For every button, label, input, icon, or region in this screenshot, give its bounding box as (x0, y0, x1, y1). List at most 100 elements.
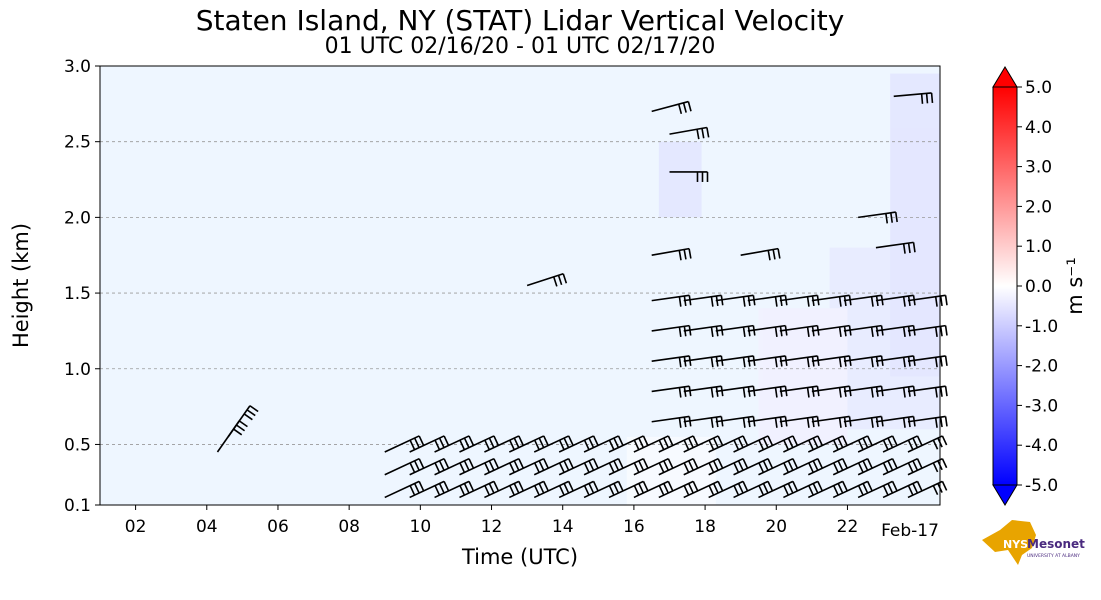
barb-shaft (858, 211, 896, 219)
barb-feather (708, 462, 715, 473)
barb-shaft (384, 435, 420, 453)
barb-shaft (747, 355, 786, 362)
barb-feather (246, 409, 256, 417)
barb-feather (934, 417, 938, 428)
barb-feather (633, 485, 640, 495)
colorbar-tick-label: 3.0 (1025, 158, 1052, 178)
wind-barb (533, 480, 574, 499)
barb-feather (774, 387, 778, 398)
barb-feather (737, 483, 744, 493)
wind-barb (508, 435, 549, 453)
wind-barb (783, 435, 823, 453)
barb-feather (443, 458, 450, 469)
barb-shaft (533, 457, 570, 476)
barb-shaft (811, 355, 850, 362)
barb-feather (710, 387, 714, 398)
wind-barb (733, 435, 773, 453)
wind-barb (484, 480, 524, 499)
wind-barb (811, 355, 852, 368)
wind-barb (733, 480, 773, 499)
barb-shaft (651, 385, 690, 393)
barb-feather (712, 460, 719, 471)
barb-shaft (811, 385, 850, 393)
barb-shaft (583, 480, 619, 499)
barb-feather (939, 386, 943, 397)
barb-feather (762, 437, 769, 448)
wind-barb (758, 480, 798, 499)
barb-feather (513, 460, 520, 471)
colorbar-extend-max (992, 66, 1018, 88)
wind-barb (384, 435, 425, 453)
barb-shaft (683, 480, 719, 499)
barb-shaft (409, 435, 445, 453)
wind-barb (758, 457, 798, 476)
barb-feather (409, 485, 416, 495)
barb-shaft (882, 435, 918, 453)
barb-feather (692, 458, 699, 469)
barb-feather (777, 248, 781, 259)
wind-barb (907, 324, 948, 338)
wind-barb (857, 435, 898, 453)
barb-shaft (409, 480, 445, 499)
colorbar-tick-label: -5.0 (1025, 476, 1058, 496)
barb-feather (459, 462, 465, 473)
barb-shaft (715, 385, 754, 393)
x-date-label: Feb-17 (881, 521, 939, 541)
barb-feather (558, 462, 565, 473)
y-tick-label: 0.5 (64, 435, 91, 455)
barb-feather (493, 435, 499, 446)
barb-shaft (608, 457, 644, 476)
barb-feather (932, 462, 939, 473)
wind-barb (733, 457, 773, 476)
barb-feather (708, 485, 715, 495)
wind-barb (658, 480, 699, 499)
y-tick-label: 0.1 (64, 496, 91, 516)
barb-shaft (484, 480, 520, 499)
barb-feather (567, 435, 574, 446)
barb-feather (706, 127, 710, 138)
barb-feather (902, 243, 906, 254)
wind-barb (858, 211, 898, 224)
barb-feather (767, 435, 773, 446)
barb-shaft (857, 480, 893, 499)
wind-barb (583, 480, 624, 499)
wind-barb (807, 457, 848, 476)
barb-shaft (779, 385, 818, 393)
velocity-patch (658, 141, 702, 218)
barb-feather (907, 462, 914, 473)
barb-shaft (733, 457, 769, 476)
barb-feather (434, 439, 440, 450)
barb-feather (583, 485, 590, 495)
barb-feather (891, 458, 898, 469)
barb-feather (683, 485, 690, 495)
colorbar-label: m s⁻¹ (1063, 257, 1087, 315)
x-tick-label: 16 (623, 517, 645, 537)
barb-shaft (715, 415, 754, 423)
barb-feather (907, 242, 911, 254)
wind-barb (651, 247, 692, 261)
barb-feather (941, 481, 948, 491)
barb-feather (916, 435, 923, 446)
wind-barb (893, 92, 934, 104)
barb-feather (235, 424, 246, 432)
barb-feather (806, 296, 810, 307)
barb-feather (692, 481, 699, 491)
barb-feather (774, 326, 778, 338)
barb-shaft (633, 435, 669, 453)
barb-feather (866, 435, 873, 446)
barb-feather (667, 481, 674, 491)
barb-feather (837, 460, 844, 471)
colorbar-tick-label: 1.0 (1025, 237, 1052, 257)
wind-barb (832, 457, 873, 476)
barb-shaft (747, 294, 786, 302)
barb-shaft (907, 294, 946, 302)
barb-shaft (832, 435, 868, 453)
barb-feather (588, 437, 595, 448)
barb-feather (787, 483, 794, 493)
barb-feather (891, 481, 898, 491)
barb-feather (712, 437, 719, 448)
barb-feather (438, 460, 445, 471)
barb-feather (838, 357, 842, 368)
x-tick-label: 14 (552, 517, 574, 537)
y-tick-label: 2.5 (64, 133, 91, 153)
